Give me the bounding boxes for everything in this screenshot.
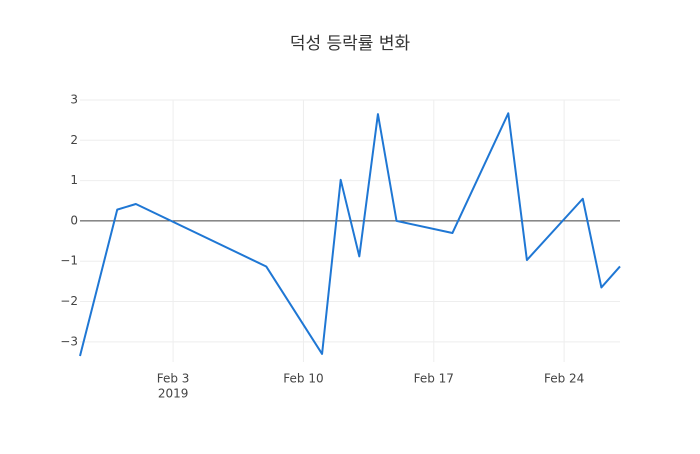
y-tick-label: −3 bbox=[60, 334, 78, 348]
line-series bbox=[79, 112, 621, 357]
x-tick-label: Feb 24 bbox=[544, 372, 584, 386]
x-tick-label: Feb 3 bbox=[157, 372, 190, 386]
x-tick-year: 2019 bbox=[158, 387, 189, 401]
x-tick-label: Feb 10 bbox=[283, 372, 323, 386]
y-tick-label: 1 bbox=[70, 173, 78, 187]
y-tick-label: 0 bbox=[70, 213, 78, 227]
x-tick-label: Feb 17 bbox=[414, 372, 454, 386]
y-tick-label: 2 bbox=[70, 133, 78, 147]
y-tick-label: 3 bbox=[70, 93, 78, 107]
y-tick-label: −2 bbox=[60, 294, 78, 308]
chart-title: 덕성 등락률 변화 bbox=[290, 34, 411, 54]
y-tick-label: −1 bbox=[60, 254, 78, 268]
